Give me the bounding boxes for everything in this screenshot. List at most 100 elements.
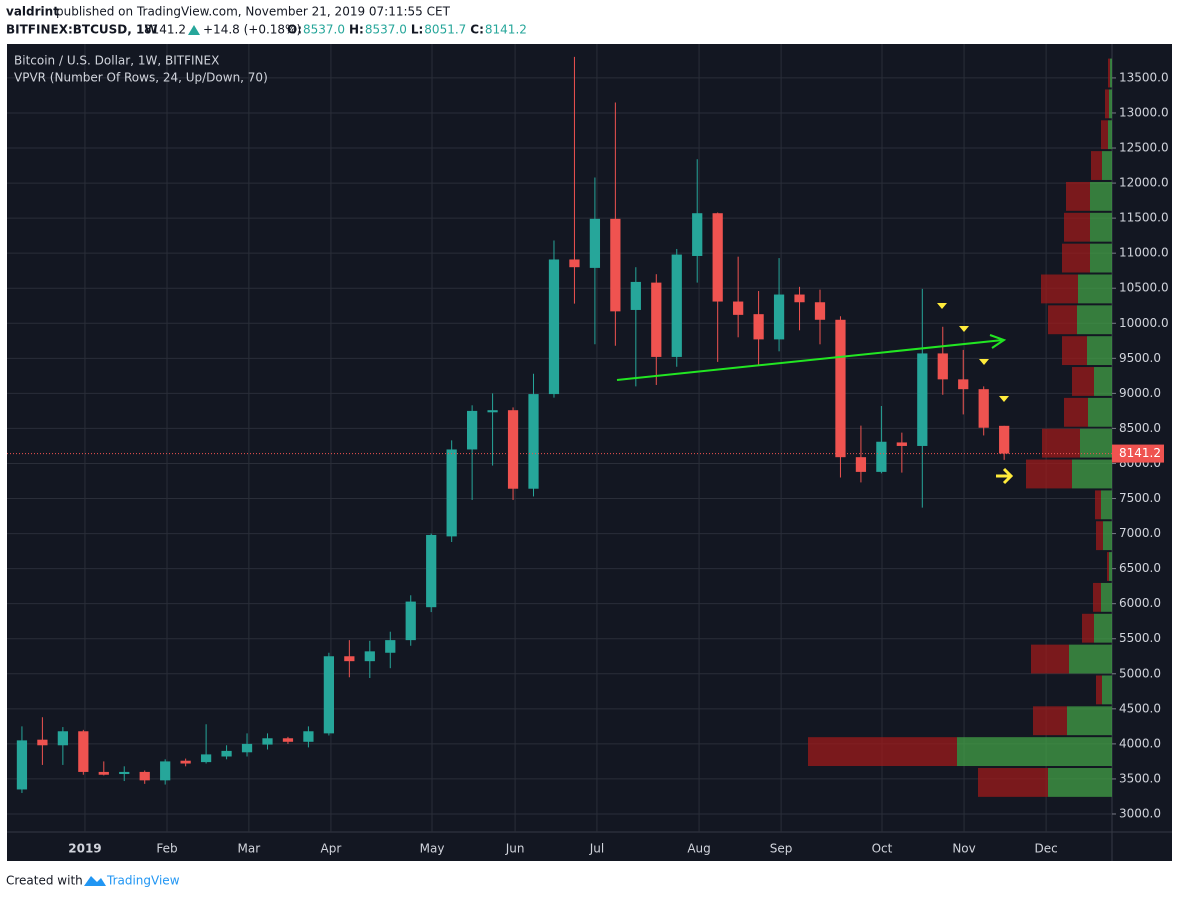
x-tick-label: 2019 xyxy=(68,842,101,856)
candle-body xyxy=(426,534,437,608)
ohlc-key: O: xyxy=(287,23,302,37)
profile-down xyxy=(1095,490,1101,520)
candle-body xyxy=(630,281,641,310)
header-change: +14.8 (+0.18%) xyxy=(203,23,301,37)
profile-up xyxy=(1067,706,1112,736)
profile-up xyxy=(1101,582,1112,612)
profile-up xyxy=(1102,675,1112,705)
y-tick-label: 11500.0 xyxy=(1119,211,1169,225)
profile-up xyxy=(1094,613,1112,643)
candle-body xyxy=(344,656,355,662)
profile-up xyxy=(1109,89,1112,119)
profile-down xyxy=(1082,613,1094,643)
profile-down xyxy=(1107,552,1109,581)
x-tick-label: Feb xyxy=(156,842,177,856)
candle-body xyxy=(16,740,28,790)
y-tick-label: 5500.0 xyxy=(1119,631,1161,645)
candle-body xyxy=(548,259,560,395)
profile-down xyxy=(978,768,1048,797)
candle-body xyxy=(487,410,498,413)
candle-body xyxy=(896,442,907,446)
last-price-box xyxy=(1112,444,1164,463)
chart-panel xyxy=(7,44,1172,861)
y-tick-label: 12500.0 xyxy=(1119,141,1169,155)
header-last: 8141.2 xyxy=(144,23,186,37)
candle-body xyxy=(999,425,1010,454)
candle-body xyxy=(753,314,764,340)
profile-down xyxy=(1064,212,1090,242)
ohlc-value: 8051.7 xyxy=(424,23,466,37)
candle-body xyxy=(78,731,89,772)
profile-up xyxy=(1102,151,1112,180)
profile-down xyxy=(1031,644,1069,674)
candle-body xyxy=(794,294,805,303)
profile-down xyxy=(1091,151,1102,180)
profile-down xyxy=(1033,706,1067,736)
brand[interactable]: TradingView xyxy=(106,874,180,888)
ohlc-value: 8141.2 xyxy=(485,23,527,37)
profile-down xyxy=(1062,336,1087,366)
candle-body xyxy=(446,449,457,537)
profile-down xyxy=(1041,274,1078,304)
y-tick-label: 13500.0 xyxy=(1119,70,1169,84)
profile-up xyxy=(1088,397,1112,427)
x-tick-label: Nov xyxy=(952,842,975,856)
drawings xyxy=(616,303,1014,485)
candle-body xyxy=(937,353,948,380)
y-tick-label: 4000.0 xyxy=(1119,736,1161,750)
candle-body xyxy=(835,319,846,458)
ohlc: O: 8537.0 H: 8537.0 L: 8051.7 C: 8141.2 xyxy=(287,23,527,37)
profile-down xyxy=(1048,305,1077,335)
profile-up xyxy=(1110,58,1112,88)
profile-down xyxy=(1096,675,1102,705)
candle-body xyxy=(180,760,191,764)
candle-body xyxy=(405,601,416,641)
candle-body xyxy=(589,218,601,268)
author[interactable]: valdrint xyxy=(6,5,59,19)
y-tick-label: 12000.0 xyxy=(1119,176,1169,190)
up-arrow xyxy=(188,25,200,35)
profile-down xyxy=(1064,397,1088,427)
created-with: Created with xyxy=(6,874,83,888)
trend-arrow xyxy=(989,334,1007,349)
candle-body xyxy=(528,394,539,489)
profile-up xyxy=(1094,367,1112,396)
candle-body xyxy=(200,754,212,763)
candle-body xyxy=(303,731,314,742)
profile-up xyxy=(1077,305,1112,335)
x-tick-label: Dec xyxy=(1034,842,1057,856)
candle-body xyxy=(241,743,253,753)
profile-up xyxy=(1101,490,1112,520)
profile-up xyxy=(1069,644,1112,674)
profile-down xyxy=(1101,120,1108,150)
x-tick-label: Apr xyxy=(321,842,342,856)
x-tick-label: Mar xyxy=(238,842,261,856)
candle-body xyxy=(282,738,294,742)
profile-down xyxy=(1105,89,1109,119)
last-price-label: 8141.2 xyxy=(1119,446,1161,460)
profile-up xyxy=(1090,212,1112,242)
profile-up xyxy=(1087,336,1112,366)
y-tick-label: 10500.0 xyxy=(1119,281,1169,295)
x-tick-label: Sep xyxy=(770,842,793,856)
x-tick-label: May xyxy=(420,842,445,856)
candle-body xyxy=(385,640,396,653)
candle-body xyxy=(364,651,375,662)
candle-body xyxy=(569,259,580,268)
candle-body xyxy=(651,282,662,357)
y-tick-label: 7000.0 xyxy=(1119,526,1161,540)
profile-down xyxy=(808,737,957,767)
y-tick-label: 4500.0 xyxy=(1119,701,1161,715)
y-tick-label: 5000.0 xyxy=(1119,666,1161,680)
profile-up xyxy=(1090,243,1112,273)
ohlc-key: L: xyxy=(411,23,423,37)
x-tick-label: Jun xyxy=(505,842,525,856)
profile-up xyxy=(1048,768,1112,797)
candle-body xyxy=(978,389,989,428)
chart-title: Bitcoin / U.S. Dollar, 1W, BITFINEX xyxy=(14,54,219,68)
published: published on TradingView.com, November 2… xyxy=(56,5,451,19)
candle-body xyxy=(958,379,969,390)
trend-line xyxy=(616,339,1004,381)
y-tick-label: 9500.0 xyxy=(1119,351,1161,365)
